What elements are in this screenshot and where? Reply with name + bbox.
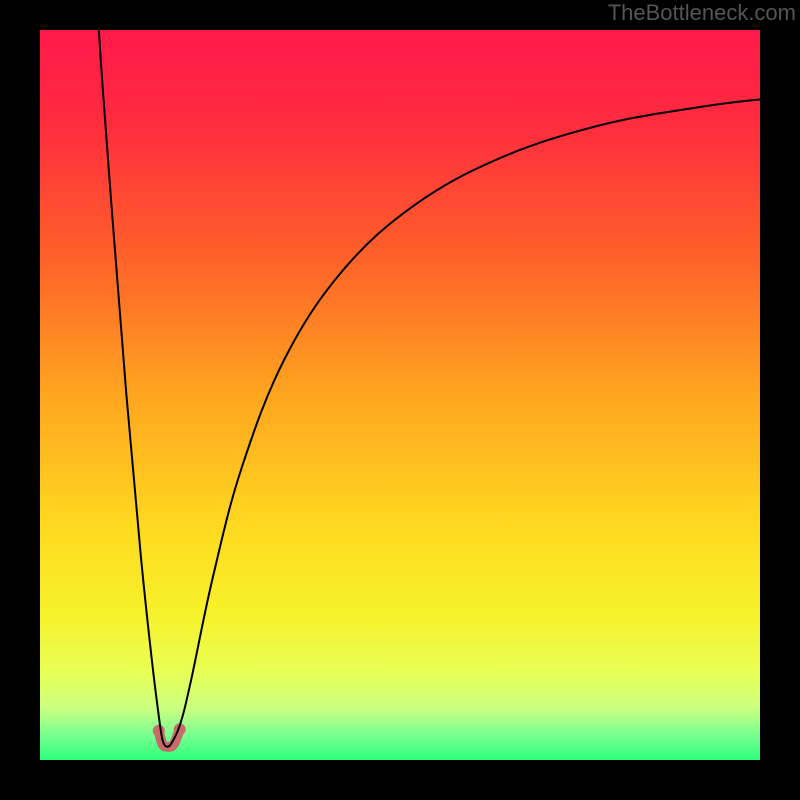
gradient-background [40,30,760,760]
chart-root: TheBottleneck.com [0,0,800,800]
bottleneck-plot [40,30,760,760]
cusp-marker-dot [153,725,165,737]
watermark-label: TheBottleneck.com [608,0,796,26]
